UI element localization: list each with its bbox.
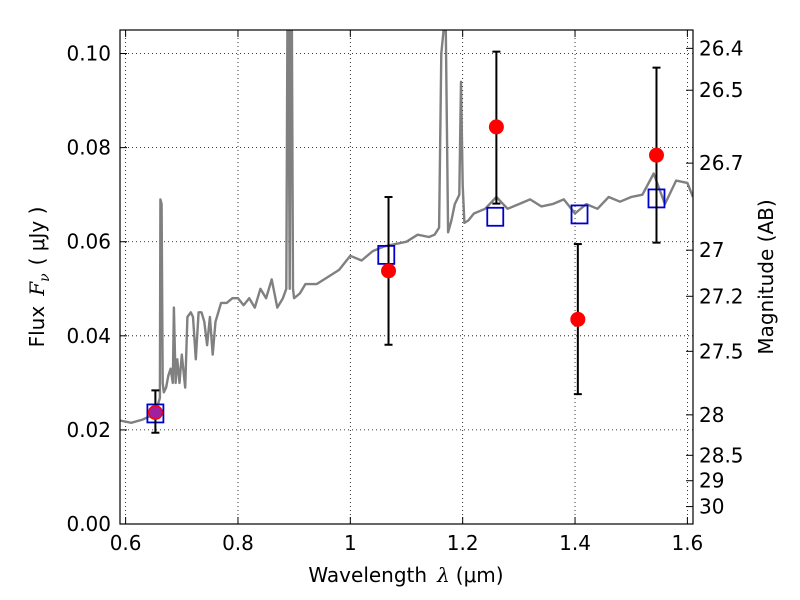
y-tick-label: 0.06 <box>66 230 111 254</box>
x-axis-label: Wavelength λ (μm) <box>308 563 503 587</box>
y-axis-label: Flux Fν ( μJy ) <box>25 207 53 348</box>
y2-tick-label: 30 <box>699 495 724 519</box>
y-axis-label-unit: ( μJy ) <box>25 207 49 266</box>
y2-tick-label: 26.4 <box>699 36 744 60</box>
highlight-point <box>149 406 162 419</box>
y-axis-label-prefix: Flux <box>25 306 49 348</box>
observed-flux-point <box>648 147 664 163</box>
plot-frame <box>119 29 694 525</box>
y-tick-label: 0.08 <box>66 136 111 160</box>
y-tick-label: 0.04 <box>66 324 111 348</box>
y2-tick-label: 28 <box>699 403 724 427</box>
observed-flux-point <box>570 311 586 327</box>
ticks: 0.6 0.8 1 1.2 1.4 1.6 0.00 0.02 0.04 0.06 0.08 0.10… <box>66 30 744 555</box>
x-axis-label-symbol: λ <box>436 563 450 587</box>
observed-flux-point <box>488 119 504 135</box>
x-tick-label: 0.8 <box>222 531 254 555</box>
x-tick-label: 1.6 <box>671 531 703 555</box>
y2-tick-label: 27 <box>699 238 724 262</box>
y-axis-label-symbol: F <box>25 281 49 297</box>
series-layer <box>120 30 693 434</box>
x-axis-label-prefix: Wavelength <box>308 563 427 587</box>
y2-tick-label: 26.5 <box>699 78 744 102</box>
y-tick-label: 0.00 <box>66 512 111 536</box>
y-axis-label-subscript: ν <box>37 273 53 282</box>
y2-tick-label: 27.5 <box>699 339 744 363</box>
y-tick-label: 0.10 <box>66 42 111 66</box>
y-tick-label: 0.02 <box>66 418 111 442</box>
y2-tick-label: 26.7 <box>699 151 744 175</box>
x-tick-label: 0.6 <box>110 531 142 555</box>
spectrum-line <box>120 30 693 424</box>
x-tick-label: 1 <box>344 531 357 555</box>
y2-tick-label: 27.2 <box>699 284 744 308</box>
x-tick-label: 1.2 <box>447 531 479 555</box>
x-axis-label-unit: (μm) <box>456 563 504 587</box>
y2-axis-label: Magnitude (AB) <box>754 199 778 354</box>
model-photometry-square <box>486 206 505 227</box>
observed-flux-point <box>381 263 397 279</box>
x-tick-label: 1.4 <box>559 531 591 555</box>
y2-tick-label: 29 <box>699 469 724 493</box>
y2-tick-label: 28.5 <box>699 443 744 467</box>
model-photometry-square <box>570 204 589 225</box>
plot-background <box>120 30 693 524</box>
